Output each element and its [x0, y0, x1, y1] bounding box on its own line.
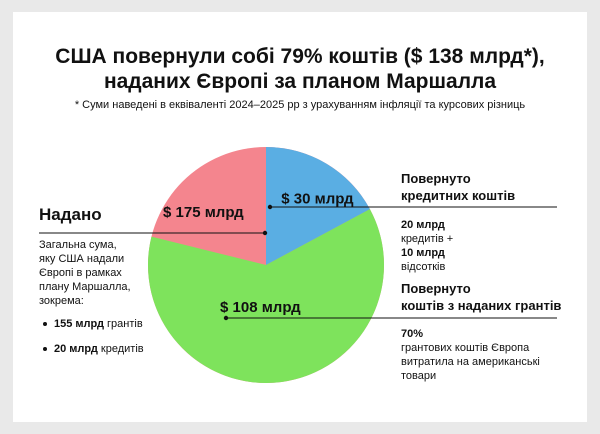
credit-value: 20 млрд — [401, 219, 445, 231]
pie-slice-credit-returned — [266, 147, 370, 265]
given-description: Загальна сума, яку США надали Європі в р… — [39, 238, 131, 308]
leader-dot-grant-returned — [223, 315, 229, 321]
interest-value: 10 млрд — [401, 247, 445, 259]
leader-dot-given-total — [262, 230, 268, 236]
credit-returned-heading-line: Повернуто — [401, 171, 471, 186]
list-item: 20 млрд кредитів — [39, 342, 144, 356]
credit-returned-line: 20 млрд кредитів + — [401, 218, 453, 246]
list-item: 155 млрд грантів — [39, 317, 144, 331]
credit-returned-line: 10 млрд відсотків — [401, 246, 453, 274]
grant-returned-line: витратила на американські — [401, 356, 540, 368]
data-label-given-total: $ 175 млрд — [163, 204, 244, 221]
grant-returned-heading-line: Повернуто — [401, 281, 471, 296]
credit-returned-heading-line: кредитних коштів — [401, 188, 516, 203]
grants-amount: 155 млрд — [54, 318, 104, 330]
given-description-line: яку США надали — [39, 253, 125, 265]
chart-title-line-1: США повернули собі 79% коштів ($ 138 млр… — [55, 45, 545, 68]
chart-title: США повернули собі 79% коштів ($ 138 млр… — [13, 44, 587, 94]
data-label-credit-returned: $ 30 млрд — [281, 190, 354, 207]
pie-slice-grant-returned — [148, 209, 385, 384]
infographic-card: США повернули собі 79% коштів ($ 138 млр… — [13, 12, 587, 422]
data-label-grant-returned: $ 108 млрд — [220, 299, 301, 316]
credit-returned-description: 20 млрд кредитів + 10 млрд відсотків — [401, 218, 453, 274]
grants-text: грантів — [103, 318, 143, 330]
grant-returned-description: 70% грантових коштів Європа витратила на… — [401, 327, 540, 383]
given-description-line: Загальна сума, — [39, 239, 117, 251]
given-description-line: зокрема: — [39, 295, 84, 307]
credit-returned-heading: Повернуто кредитних коштів — [401, 170, 515, 204]
grant-returned-heading-line: коштів з наданих грантів — [401, 298, 562, 313]
pie-chart: $ 30 млрд $ 108 млрд $ 175 млрд — [39, 147, 557, 384]
grant-returned-heading: Повернуто коштів з наданих грантів — [401, 280, 561, 314]
grant-returned-line: товари — [401, 370, 437, 382]
given-heading: Надано — [39, 205, 102, 224]
credits-text: кредитів — [97, 343, 144, 355]
grant-share-value: 70% — [401, 328, 424, 340]
grant-returned-line: 70% грантових коштів Європа — [401, 327, 540, 355]
footnote: * Суми наведені в еквіваленті 2024–2025 … — [74, 99, 526, 111]
given-description-line: плану Маршалла, — [39, 281, 131, 293]
chart-title-line-2: наданих Європі за планом Маршалла — [103, 70, 497, 93]
given-description-line: Європі в рамках — [39, 267, 122, 279]
interest-text: відсотків — [401, 261, 446, 273]
credits-amount: 20 млрд — [54, 343, 98, 355]
grant-share-text: грантових коштів Європа — [401, 342, 530, 354]
credit-text: кредитів + — [401, 233, 454, 245]
given-breakdown-list: 155 млрд грантів 20 млрд кредитів — [39, 317, 144, 367]
leader-dot-credit-returned — [267, 204, 273, 210]
